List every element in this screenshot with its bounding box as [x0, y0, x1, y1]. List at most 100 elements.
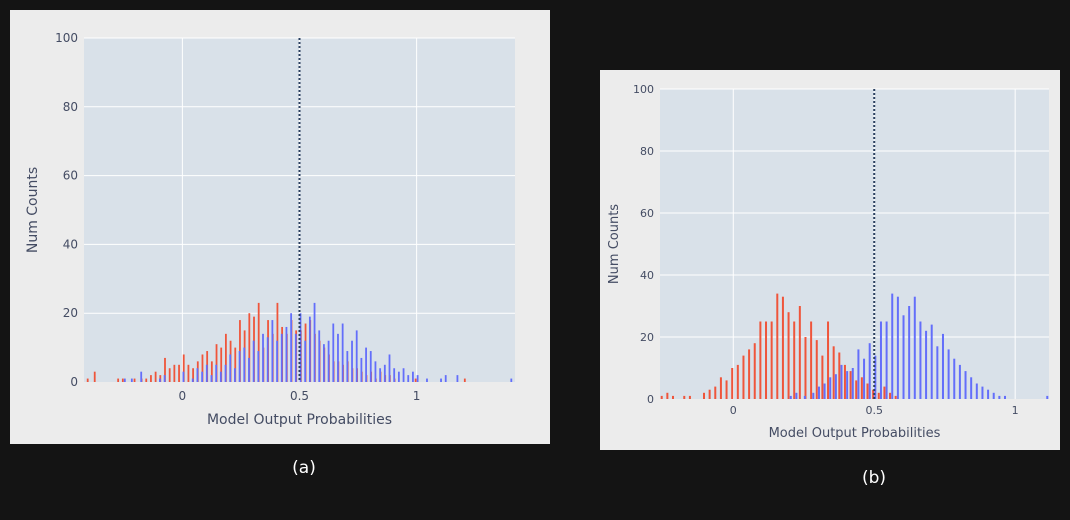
- y-tick-label: 80: [640, 145, 654, 158]
- histogram-bar-series-1: [815, 340, 818, 399]
- histogram-bar-series-2: [795, 392, 798, 399]
- histogram-bar-series-1: [688, 395, 691, 399]
- histogram-bar-series-2: [998, 395, 1001, 399]
- histogram-bar-series-2: [294, 333, 297, 382]
- histogram-bar-series-2: [857, 349, 860, 399]
- chart-panel-a: 0 20 40 60 80 100 0 0.5 1 Model Output Probabilit…: [10, 10, 550, 444]
- x-axis-title: Model Output Probabilities: [769, 426, 941, 441]
- histogram-bar-series-1: [804, 337, 807, 399]
- histogram-bar-series-2: [902, 315, 905, 399]
- y-tick-label: 100: [633, 83, 654, 96]
- histogram-bar-series-1: [883, 386, 886, 399]
- y-tick-label: 0: [647, 393, 654, 406]
- y-tick-label: 100: [55, 31, 78, 45]
- histogram-bar-series-2: [346, 351, 349, 382]
- histogram-bar-series-1: [117, 378, 120, 382]
- histogram-bar-series-2: [266, 337, 269, 382]
- histogram-bar-series-2: [970, 377, 973, 399]
- histogram-bar-series-1: [257, 302, 260, 382]
- histogram-bar-series-1: [660, 395, 663, 399]
- histogram-bar-series-2: [318, 330, 321, 382]
- histogram-bar-series-1: [201, 354, 204, 382]
- x-tick-label: 0: [730, 404, 737, 417]
- histogram-chart-b: 0 20 40 60 80 100 0 0.5 1 Model Output Probabilit…: [607, 83, 1049, 441]
- histogram-bar-series-1: [192, 368, 195, 382]
- x-tick-label: 1: [1012, 404, 1019, 417]
- histogram-bar-series-1: [164, 357, 166, 382]
- histogram-bar-series-2: [416, 375, 419, 382]
- histogram-chart-a: 0 20 40 60 80 100 0 0.5 1 Model Output Probabilit…: [25, 31, 515, 428]
- histogram-bar-series-2: [426, 378, 428, 382]
- histogram-bar-series-2: [992, 392, 995, 399]
- histogram-bar-series-2: [248, 357, 250, 382]
- histogram-bar-series-1: [793, 321, 796, 399]
- histogram-bar-series-2: [130, 378, 133, 382]
- histogram-bar-series-2: [913, 296, 916, 399]
- histogram-bar-series-2: [981, 386, 984, 399]
- histogram-bar-series-2: [327, 340, 330, 382]
- histogram-bar-series-2: [879, 321, 882, 399]
- histogram-bar-series-2: [863, 358, 866, 399]
- x-tick-label: 1: [413, 389, 421, 403]
- x-tick-label: 0.5: [290, 389, 309, 403]
- histogram-bar-series-2: [196, 368, 199, 382]
- histogram-bar-series-1: [765, 321, 768, 399]
- histogram-bar-series-2: [383, 364, 386, 382]
- histogram-bar-series-2: [201, 371, 204, 382]
- histogram-bar-series-2: [257, 351, 260, 382]
- histogram-bar-series-1: [776, 293, 779, 399]
- y-tick-label: 20: [640, 331, 654, 344]
- histogram-bar-series-2: [958, 364, 961, 399]
- histogram-bar-series-1: [742, 355, 745, 399]
- histogram-bar-series-1: [872, 389, 875, 399]
- histogram-bar-series-1: [86, 378, 89, 382]
- histogram-bar-series-2: [313, 302, 316, 382]
- chart-panel-b: 0 20 40 60 80 100 0 0.5 1 Model Output Probabilit…: [600, 70, 1060, 450]
- histogram-bar-series-2: [393, 368, 396, 382]
- histogram-bar-series-2: [355, 330, 358, 382]
- histogram-bar-series-1: [666, 392, 669, 399]
- histogram-bar-series-2: [374, 361, 377, 382]
- histogram-bar-series-2: [829, 377, 832, 399]
- histogram-bar-series-1: [150, 375, 152, 382]
- histogram-bar-series-1: [248, 313, 251, 382]
- histogram-bar-series-2: [308, 316, 311, 382]
- histogram-bar-series-2: [252, 340, 255, 382]
- histogram-bar-series-2: [402, 368, 405, 382]
- histogram-bar-series-2: [159, 378, 161, 382]
- histogram-bar-series-1: [798, 306, 801, 399]
- histogram-bar-series-2: [388, 354, 391, 382]
- histogram-bar-series-2: [817, 386, 820, 399]
- histogram-bar-series-2: [964, 371, 967, 399]
- histogram-bar-series-1: [849, 371, 852, 399]
- histogram-bar-series-1: [719, 377, 722, 399]
- histogram-bar-series-2: [238, 351, 241, 382]
- histogram-bar-series-1: [770, 321, 773, 399]
- y-tick-label: 60: [640, 207, 654, 220]
- histogram-bar-series-2: [868, 343, 871, 399]
- histogram-bar-series-2: [234, 368, 236, 382]
- histogram-bar-series-2: [163, 375, 166, 382]
- x-axis-title: Model Output Probabilities: [207, 412, 392, 428]
- histogram-bar-series-2: [885, 321, 888, 399]
- histogram-bar-series-1: [93, 371, 96, 382]
- y-axis-title: Num Counts: [25, 167, 41, 253]
- histogram-bar-series-1: [889, 392, 892, 399]
- histogram-bar-series-2: [896, 296, 899, 399]
- caption-b: (b): [861, 468, 887, 488]
- histogram-bar-series-2: [351, 340, 353, 382]
- histogram-bar-series-1: [133, 378, 136, 382]
- histogram-bar-series-2: [834, 374, 837, 399]
- histogram-bar-series-1: [877, 392, 880, 399]
- histogram-bar-series-1: [463, 378, 466, 382]
- histogram-bar-series-2: [262, 333, 264, 382]
- histogram-bar-series-2: [440, 378, 442, 382]
- x-tick-label: 0: [179, 389, 187, 403]
- histogram-bar-series-2: [840, 364, 843, 399]
- histogram-bar-series-1: [894, 395, 897, 399]
- histogram-bar-series-2: [941, 333, 944, 399]
- histogram-bar-series-1: [671, 395, 674, 399]
- histogram-bar-series-2: [803, 395, 806, 399]
- histogram-bar-series-2: [412, 371, 414, 382]
- histogram-bar-series-2: [925, 330, 928, 399]
